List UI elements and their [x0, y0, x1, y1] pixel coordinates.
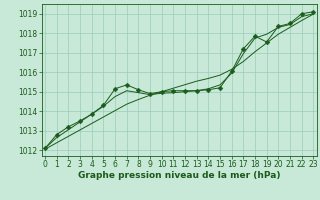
X-axis label: Graphe pression niveau de la mer (hPa): Graphe pression niveau de la mer (hPa)	[78, 171, 280, 180]
